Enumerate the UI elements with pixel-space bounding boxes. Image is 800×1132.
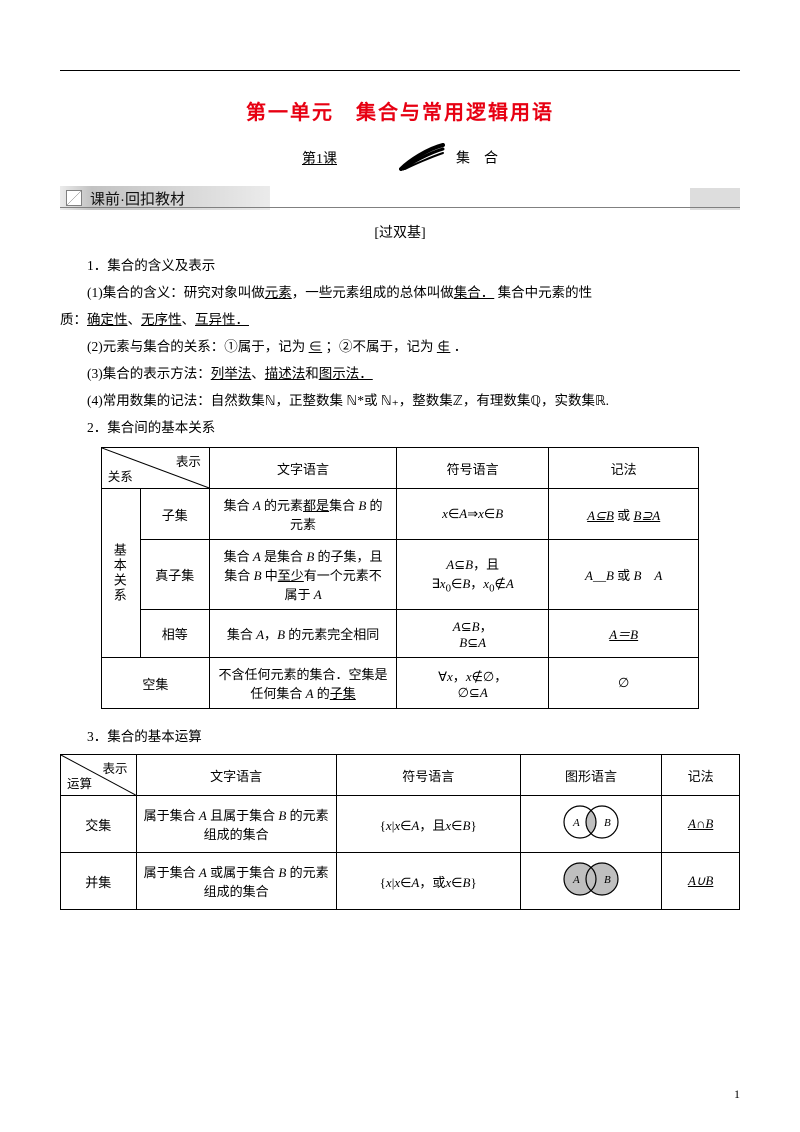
relations-table: 表示 关系 文字语言 符号语言 记法 基本关系 子集 集合 A 的元素都是集合 … <box>101 447 699 709</box>
p1-d: (4)常用数集的记法：自然数集ℕ，正整数集 ℕ*或 ℕ₊，整数集ℤ，有理数集ℚ，… <box>60 387 740 414</box>
rel-empty-text: 不含任何元素的集合．空集是任何集合 A 的子集 <box>209 658 396 709</box>
lesson-line: 第1课 集 合 <box>60 143 740 176</box>
section-bar: 课前·回扣教材 <box>60 186 740 212</box>
rel-equal-sym: A⊆B，B⊆A <box>397 610 549 658</box>
op-intersection-venn: A B <box>520 796 662 853</box>
table-row: 相等 集合 A，B 的元素完全相同 A⊆B，B⊆A A＝B <box>101 610 698 658</box>
rel-subset-text: 集合 A 的元素都是集合 B 的元素 <box>209 489 396 540</box>
rel-subset: 子集 <box>140 489 209 540</box>
page-root: 第一单元 集合与常用逻辑用语 第1课 集 合 课前·回扣教材 [过双基] 1．集… <box>0 0 800 1132</box>
rel-empty-note: ∅ <box>549 658 699 709</box>
svg-text:B: B <box>604 817 611 829</box>
rel-subset-note: A⊆B 或 B⊇A <box>549 489 699 540</box>
top-rule <box>60 70 740 71</box>
venn-intersection-icon: A B <box>548 802 634 846</box>
table-row: 真子集 集合 A 是集合 B 的子集，且集合 B 中至少有一个元素不属于 A A… <box>101 540 698 610</box>
op-union-venn: A B <box>520 853 662 910</box>
body-block-1: 1．集合的含义及表示 (1)集合的含义：研究对象叫做元素，一些元素组成的总体叫做… <box>60 252 740 441</box>
venn-union-icon: A B <box>548 859 634 903</box>
rel-subset-sym: x∈A⇒x∈B <box>397 489 549 540</box>
svg-text:A: A <box>572 874 580 886</box>
lesson-topic: 集 合 <box>456 152 498 167</box>
p1-heading: 1．集合的含义及表示 <box>60 252 740 279</box>
svg-text:B: B <box>604 874 611 886</box>
diag-header-cell: 表示 关系 <box>101 448 209 489</box>
rel-equal-note: A＝B <box>549 610 699 658</box>
rel-empty: 空集 <box>101 658 209 709</box>
op-union: 并集 <box>61 853 137 910</box>
table-row: 基本关系 子集 集合 A 的元素都是集合 B 的元素 x∈A⇒x∈B A⊆B 或… <box>101 489 698 540</box>
body-block-3: 3．集合的基本运算 <box>60 723 740 750</box>
page-number: 1 <box>734 1087 740 1102</box>
table-row: 表示 运算 文字语言 符号语言 图形语言 记法 <box>61 755 740 796</box>
group-basic-relation: 基本关系 <box>101 489 140 658</box>
col-notation: 记法 <box>549 448 699 489</box>
section-bar-label: 课前·回扣教材 <box>90 188 185 209</box>
p1-c: (3)集合的表示方法：列举法、描述法和图示法． <box>60 360 740 387</box>
bar-square-icon <box>66 190 82 206</box>
lesson-number: 第1课 <box>302 152 337 167</box>
col-text-language: 文字语言 <box>136 755 336 796</box>
op-intersection-sym: {x|x∈A，且x∈B} <box>336 796 520 853</box>
p1-b: (2)元素与集合的关系：①属于，记为 ∈ ；②不属于，记为 ∉ ． <box>60 333 740 360</box>
rel-empty-sym: ∀x，x∉∅，∅⊆A <box>397 658 549 709</box>
brush-icon <box>399 143 445 176</box>
p1-a: (1)集合的含义：研究对象叫做元素，一些元素组成的总体叫做集合． 集合中元素的性 <box>60 279 740 306</box>
operations-table: 表示 运算 文字语言 符号语言 图形语言 记法 交集 属于集合 A 且属于集合 … <box>60 754 740 910</box>
double-basic-heading: [过双基] <box>60 222 740 242</box>
p2-heading: 2．集合间的基本关系 <box>60 414 740 441</box>
svg-text:A: A <box>572 817 580 829</box>
rel-proper-subset-text: 集合 A 是集合 B 的子集，且集合 B 中至少有一个元素不属于 A <box>209 540 396 610</box>
rel-proper-subset-sym: A⊆B，且∃x0∈B，x0∉A <box>397 540 549 610</box>
col-graphic-language: 图形语言 <box>520 755 662 796</box>
op-intersection-note: A∩B <box>662 796 740 853</box>
col-symbol-language: 符号语言 <box>336 755 520 796</box>
op-union-note: A∪B <box>662 853 740 910</box>
table-row: 空集 不含任何元素的集合．空集是任何集合 A 的子集 ∀x，x∉∅，∅⊆A ∅ <box>101 658 698 709</box>
rel-proper-subset: 真子集 <box>140 540 209 610</box>
rel-equal: 相等 <box>140 610 209 658</box>
col-text-language: 文字语言 <box>209 448 396 489</box>
op-intersection: 交集 <box>61 796 137 853</box>
unit-title: 第一单元 集合与常用逻辑用语 <box>60 96 740 125</box>
rel-proper-subset-note: A__B 或 B A <box>549 540 699 610</box>
col-symbol-language: 符号语言 <box>397 448 549 489</box>
p1-a-line2: 质：确定性、无序性、互异性． <box>60 306 740 333</box>
table-row: 交集 属于集合 A 且属于集合 B 的元素组成的集合 {x|x∈A，且x∈B} … <box>61 796 740 853</box>
op-intersection-text: 属于集合 A 且属于集合 B 的元素组成的集合 <box>136 796 336 853</box>
diag-header-cell-2: 表示 运算 <box>61 755 137 796</box>
table-row: 并集 属于集合 A 或属于集合 B 的元素组成的集合 {x|x∈A，或x∈B} … <box>61 853 740 910</box>
rel-equal-text: 集合 A，B 的元素完全相同 <box>209 610 396 658</box>
op-union-text: 属于集合 A 或属于集合 B 的元素组成的集合 <box>136 853 336 910</box>
op-union-sym: {x|x∈A，或x∈B} <box>336 853 520 910</box>
p3-heading: 3．集合的基本运算 <box>60 723 740 750</box>
table-row: 表示 关系 文字语言 符号语言 记法 <box>101 448 698 489</box>
col-notation: 记法 <box>662 755 740 796</box>
